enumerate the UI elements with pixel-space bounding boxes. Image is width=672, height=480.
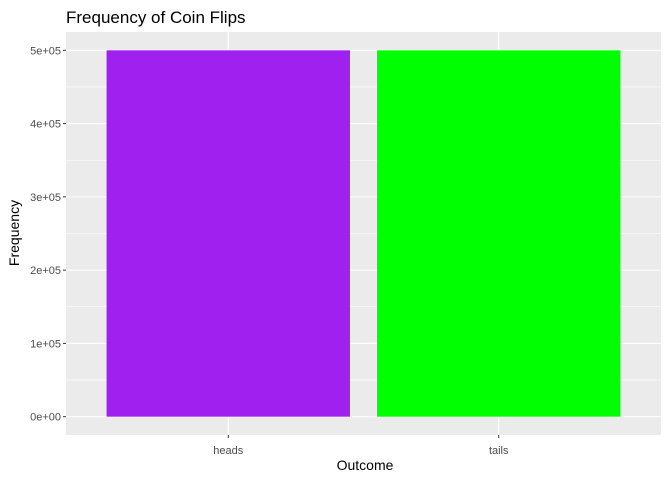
y-tick-label: 3e+05: [30, 192, 61, 204]
x-axis: heads tails: [213, 435, 509, 457]
x-tick-label-tails: tails: [489, 445, 509, 457]
bar-tails: [377, 50, 621, 417]
y-tick-label: 1e+05: [30, 338, 61, 350]
y-tick-label: 0e+00: [30, 412, 61, 424]
bars: [106, 50, 621, 417]
y-axis: 0e+00 1e+05 2e+05 3e+05 4e+05 5e+05: [30, 45, 66, 424]
y-tick-label: 5e+05: [30, 45, 61, 57]
x-tick-label-heads: heads: [213, 445, 243, 457]
y-tick-label: 4e+05: [30, 119, 61, 131]
bar-heads: [106, 50, 350, 417]
y-axis-title: Frequency: [6, 200, 22, 266]
x-axis-title: Outcome: [337, 457, 394, 473]
chart-title: Frequency of Coin Flips: [66, 8, 246, 27]
y-tick-label: 2e+05: [30, 265, 61, 277]
